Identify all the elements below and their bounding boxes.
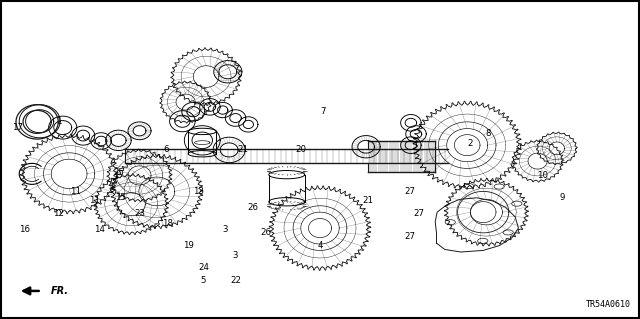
Text: 10: 10: [537, 171, 548, 180]
Text: 11: 11: [70, 187, 81, 196]
Text: 24: 24: [198, 263, 209, 272]
Text: 21: 21: [237, 145, 249, 154]
Text: 13: 13: [193, 187, 204, 196]
Text: 23: 23: [134, 209, 145, 218]
Text: 7: 7: [321, 107, 326, 116]
Text: 12: 12: [53, 209, 65, 218]
Text: 15: 15: [115, 193, 126, 202]
Text: 6: 6: [164, 145, 169, 154]
Text: 4: 4: [317, 241, 323, 250]
Text: 3: 3: [233, 251, 238, 260]
Text: 17: 17: [12, 123, 23, 132]
Text: 9: 9: [559, 193, 564, 202]
Text: 27: 27: [404, 232, 415, 241]
Text: 16: 16: [19, 225, 30, 234]
Text: TR54A0610: TR54A0610: [586, 300, 630, 309]
Text: 26: 26: [247, 203, 259, 212]
Text: 27: 27: [413, 209, 425, 218]
Text: 11: 11: [89, 197, 100, 205]
Text: 22: 22: [230, 276, 241, 285]
Text: 1: 1: [56, 117, 61, 126]
Text: 20: 20: [295, 145, 307, 154]
Text: 19: 19: [184, 241, 194, 250]
Text: 25: 25: [113, 168, 124, 177]
Text: 14: 14: [93, 225, 105, 234]
Text: 2: 2: [468, 139, 473, 148]
Text: 8: 8: [485, 130, 490, 138]
Text: 18: 18: [162, 219, 173, 228]
Text: FR.: FR.: [51, 286, 69, 296]
Text: 21: 21: [362, 197, 374, 205]
Text: 26: 26: [260, 228, 271, 237]
Text: 27: 27: [404, 187, 415, 196]
Text: 3: 3: [223, 225, 228, 234]
Text: 5: 5: [201, 276, 206, 285]
